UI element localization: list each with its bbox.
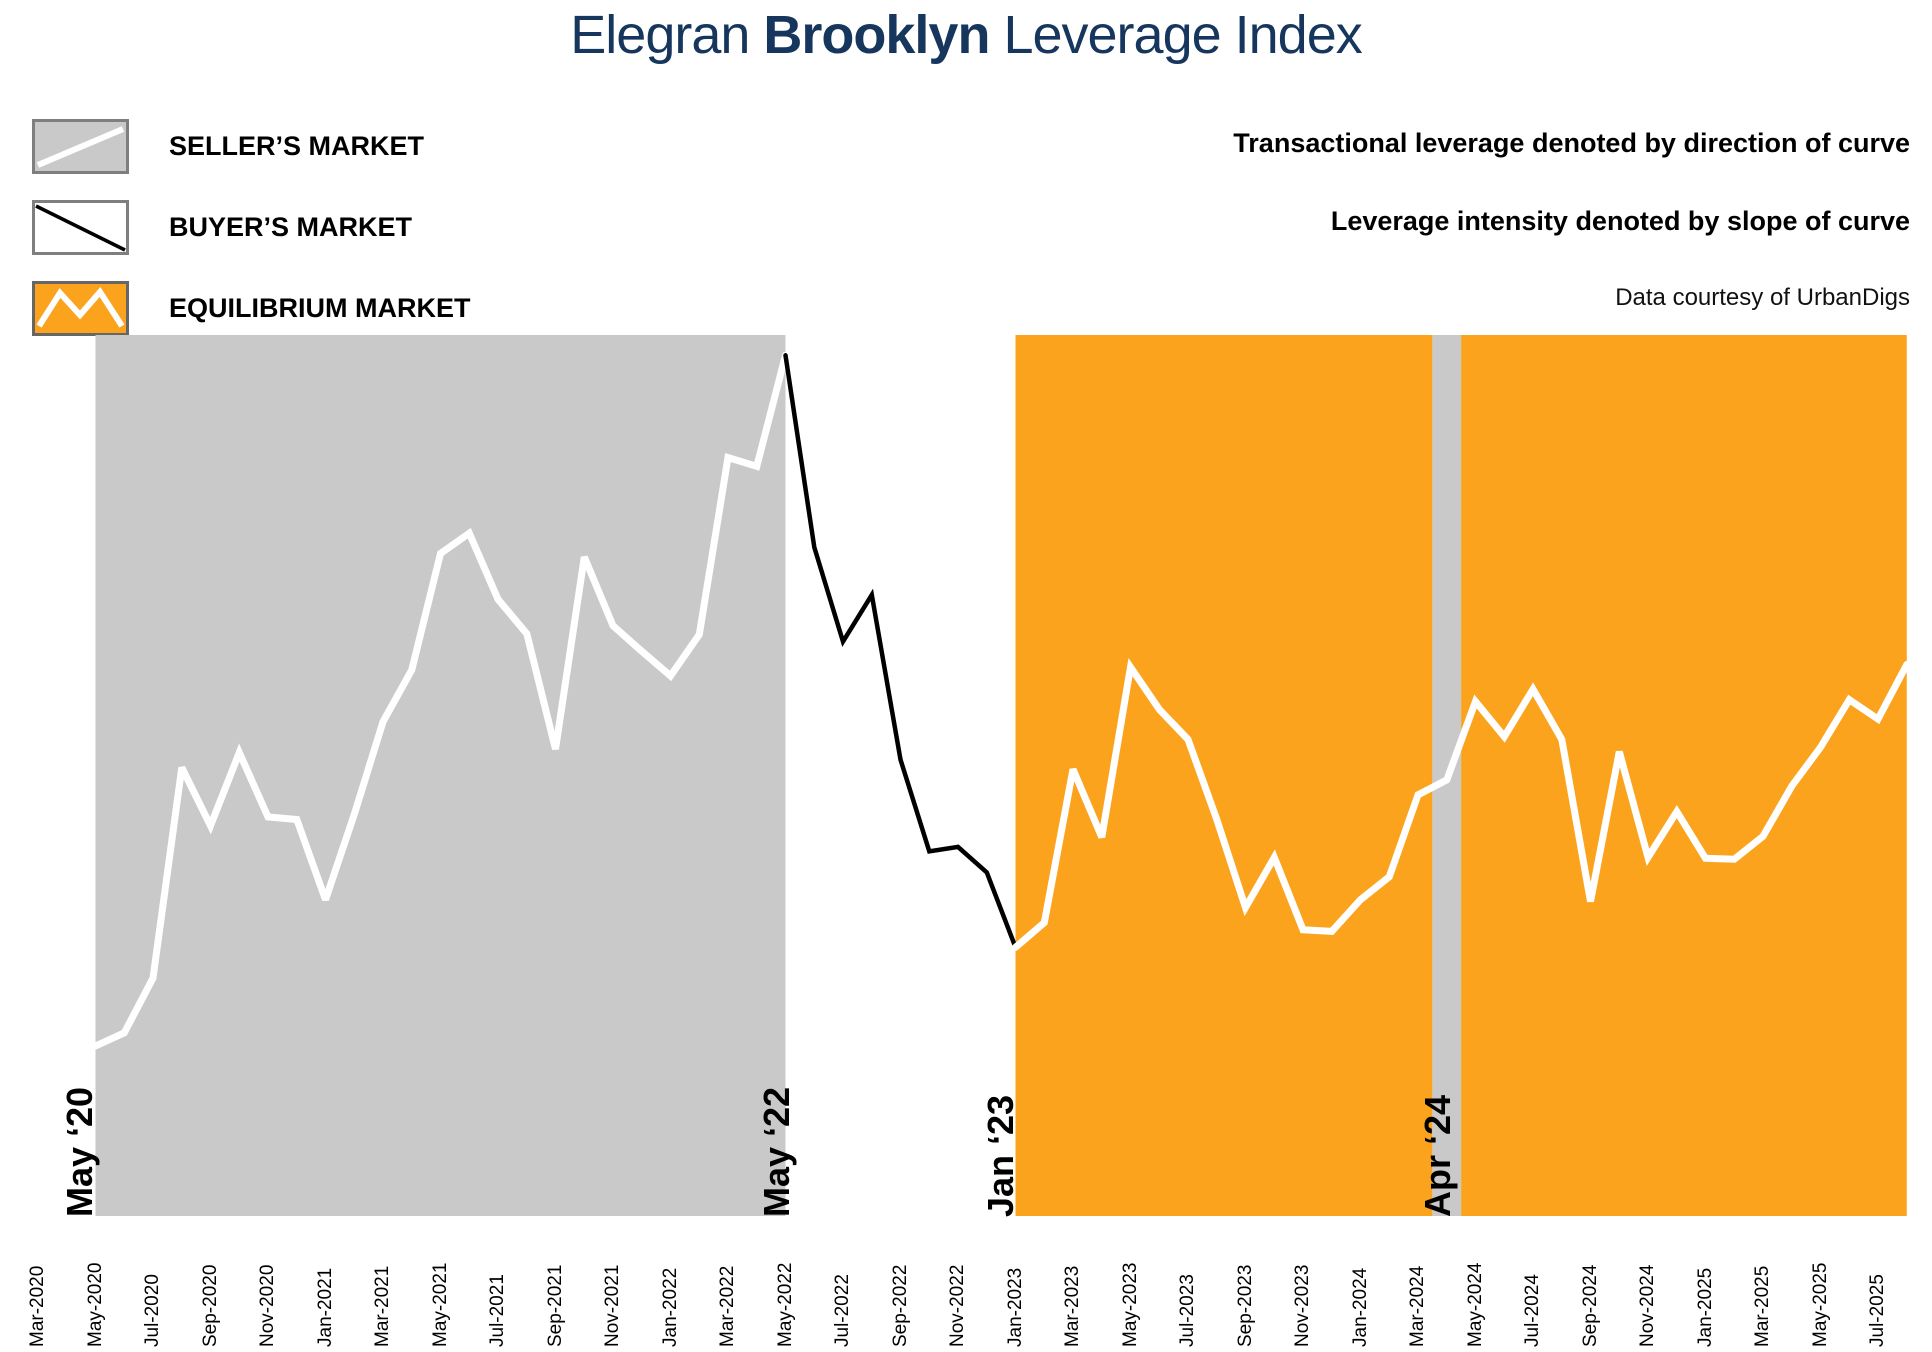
- x-tick-Nov-2024: Nov-2024: [1637, 1264, 1658, 1347]
- x-tick-Nov-2020: Nov-2020: [257, 1264, 278, 1347]
- annotation-may-22: May ‘22: [755, 1086, 797, 1217]
- legend-label-buyers: BUYER’S MARKET: [169, 212, 413, 242]
- x-tick-Jul-2023: Jul-2023: [1177, 1274, 1198, 1347]
- x-tick-May-2024: May-2024: [1464, 1262, 1486, 1348]
- x-tick-Nov-2021: Nov-2021: [602, 1264, 623, 1347]
- x-tick-Sep-2023: Sep-2023: [1234, 1264, 1256, 1347]
- legend-row-sellers: SELLER’S MARKET: [32, 119, 470, 174]
- page-title: Elegran Brooklyn Leverage Index: [0, 4, 1932, 66]
- title-bold: Brooklyn: [763, 5, 990, 65]
- x-tick-Mar-2024: Mar-2024: [1407, 1265, 1428, 1347]
- leverage-index-chart: [92, 335, 1911, 1216]
- annotation-jan-23: Jan ‘23: [979, 1094, 1021, 1217]
- leverage-line-white: [92, 351, 789, 1050]
- leverage-line-white: [1012, 657, 1911, 951]
- region-equilibrium-May-2024: [1461, 335, 1907, 1216]
- x-tick-Nov-2023: Nov-2023: [1292, 1264, 1313, 1347]
- sellers-market-swatch-icon: [32, 119, 129, 174]
- x-tick-Jan-2022: Jan-2022: [659, 1267, 681, 1347]
- title-suffix: Leverage Index: [989, 5, 1362, 65]
- x-tick-Mar-2022: Mar-2022: [717, 1265, 738, 1347]
- x-tick-May-2023: May-2023: [1119, 1262, 1141, 1348]
- x-tick-Sep-2020: Sep-2020: [199, 1264, 221, 1347]
- annotation-may-20: May ‘20: [58, 1086, 100, 1217]
- x-tick-Jul-2024: Jul-2024: [1522, 1274, 1543, 1347]
- title-prefix: Elegran: [570, 5, 764, 65]
- x-tick-Jan-2021: Jan-2021: [314, 1267, 336, 1347]
- equilibrium-market-swatch-icon: [32, 281, 129, 336]
- x-tick-May-2021: May-2021: [429, 1262, 451, 1348]
- notes: Transactional leverage denoted by direct…: [1233, 128, 1910, 312]
- x-tick-May-2025: May-2025: [1809, 1262, 1831, 1348]
- annotation-apr-24: Apr ‘24: [1417, 1094, 1459, 1217]
- x-tick-Jan-2024: Jan-2024: [1349, 1267, 1371, 1347]
- x-tick-Jul-2021: Jul-2021: [487, 1274, 508, 1347]
- x-tick-Jul-2022: Jul-2022: [832, 1274, 853, 1347]
- x-tick-Nov-2022: Nov-2022: [947, 1264, 968, 1347]
- note-intensity: Leverage intensity denoted by slope of c…: [1330, 206, 1910, 236]
- legend-label-sellers: SELLER’S MARKET: [169, 131, 425, 161]
- note-direction: Transactional leverage denoted by direct…: [1233, 128, 1910, 158]
- x-tick-Mar-2020: Mar-2020: [27, 1265, 48, 1347]
- region-sellers-May-2020: [95, 335, 786, 1216]
- x-tick-Mar-2023: Mar-2023: [1062, 1265, 1083, 1347]
- legend-label-equilibrium: EQUILIBRIUM MARKET: [169, 293, 471, 323]
- buyers-market-swatch-icon: [32, 200, 129, 255]
- x-tick-Sep-2021: Sep-2021: [544, 1264, 566, 1347]
- x-tick-Jan-2023: Jan-2023: [1004, 1267, 1026, 1347]
- x-tick-Jul-2025: Jul-2025: [1867, 1274, 1888, 1347]
- legend-row-equilibrium: EQUILIBRIUM MARKET: [32, 281, 470, 336]
- x-tick-Mar-2025: Mar-2025: [1752, 1265, 1773, 1347]
- legend-row-buyers: BUYER’S MARKET: [32, 200, 470, 255]
- x-tick-Jul-2020: Jul-2020: [142, 1274, 163, 1347]
- x-tick-May-2020: May-2020: [84, 1262, 106, 1348]
- x-tick-Sep-2024: Sep-2024: [1579, 1264, 1601, 1347]
- data-credit: Data courtesy of UrbanDigs: [1615, 284, 1910, 311]
- x-tick-Jan-2025: Jan-2025: [1694, 1267, 1716, 1347]
- region-equilibrium-Jan-2023: [1015, 335, 1433, 1216]
- leverage-line-black: [783, 353, 1018, 950]
- x-tick-Mar-2021: Mar-2021: [372, 1265, 393, 1347]
- x-tick-Sep-2022: Sep-2022: [889, 1264, 911, 1347]
- legend: SELLER’S MARKET BUYER’S MARKET EQUILIBRI…: [32, 119, 470, 362]
- x-tick-May-2022: May-2022: [774, 1262, 796, 1348]
